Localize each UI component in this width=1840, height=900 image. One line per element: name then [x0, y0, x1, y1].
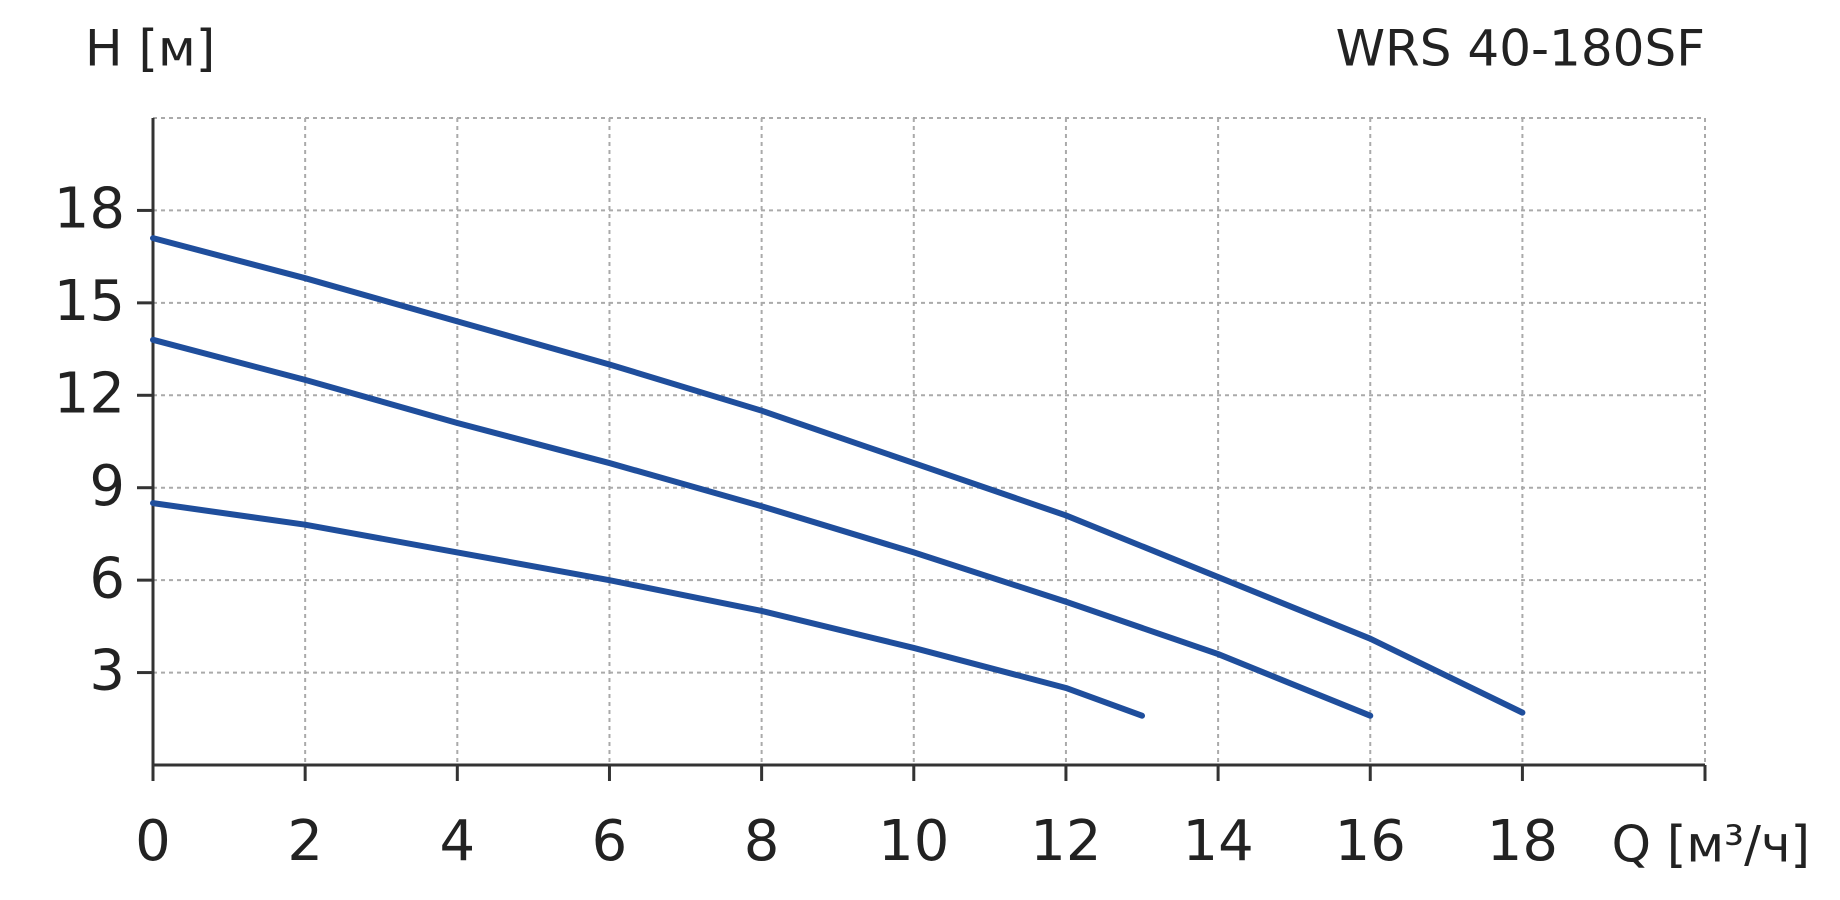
y-tick-label: 15: [54, 269, 125, 334]
x-tick-label: 8: [744, 809, 780, 874]
curve: [150, 235, 1526, 716]
x-tick-label: 16: [1335, 809, 1406, 874]
x-tick-label: 2: [287, 809, 323, 874]
x-tick-label: 18: [1487, 809, 1558, 874]
curve: [150, 500, 1146, 719]
y-tick-label: 18: [54, 177, 125, 242]
curve: [150, 336, 1374, 719]
y-tick-label: 6: [89, 546, 125, 611]
x-tick-label: 12: [1030, 809, 1101, 874]
x-tick-label: 14: [1182, 809, 1253, 874]
chart-title: WRS 40-180SF: [1336, 20, 1705, 78]
y-tick-label: 9: [89, 454, 125, 519]
x-tick-label: 0: [135, 809, 171, 874]
x-tick-label: 10: [878, 809, 949, 874]
x-axis-label: Q [м³/ч]: [1612, 816, 1810, 874]
x-tick-label: 6: [592, 809, 628, 874]
x-tick-label: 4: [439, 809, 475, 874]
y-tick-label: 3: [89, 639, 125, 704]
y-tick-label: 12: [54, 361, 125, 426]
y-axis-label: H [м]: [85, 20, 215, 78]
